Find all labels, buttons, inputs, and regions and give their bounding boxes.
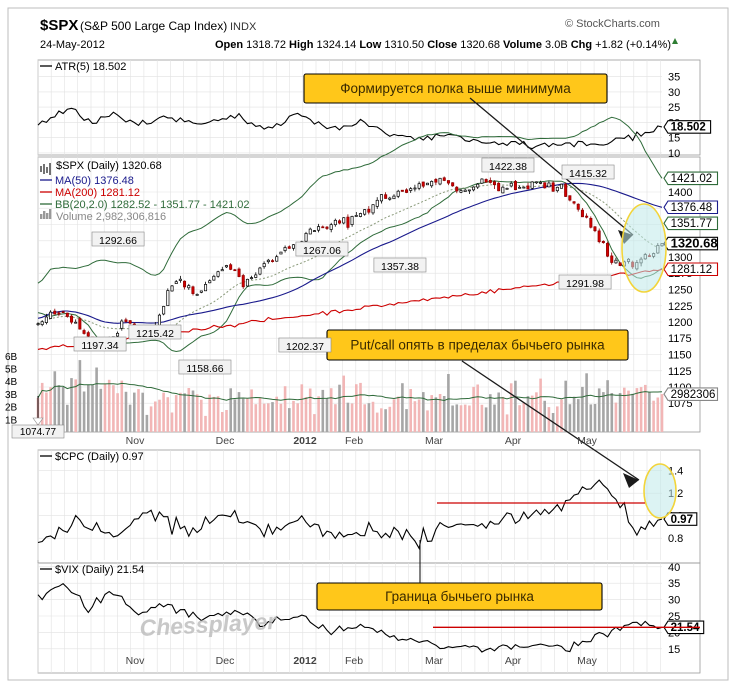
- svg-text:1200: 1200: [668, 317, 692, 329]
- svg-text:2B: 2B: [5, 403, 18, 414]
- svg-text:1351.77: 1351.77: [671, 218, 713, 230]
- svg-text:5B: 5B: [5, 365, 18, 376]
- svg-text:Формируется полка выше минимум: Формируется полка выше минимума: [340, 81, 571, 96]
- svg-text:2982306: 2982306: [671, 389, 716, 401]
- svg-text:$VIX (Daily) 21.54: $VIX (Daily) 21.54: [55, 564, 144, 576]
- svg-text:3B: 3B: [5, 390, 18, 401]
- svg-text:0.97: 0.97: [671, 514, 693, 526]
- svg-text:1291.98: 1291.98: [566, 278, 604, 290]
- svg-text:35: 35: [668, 578, 680, 590]
- svg-text:Nov: Nov: [126, 435, 145, 447]
- svg-text:1400: 1400: [668, 187, 692, 199]
- svg-text:1281.12: 1281.12: [671, 264, 713, 276]
- svg-text:Dec: Dec: [216, 435, 235, 447]
- svg-text:Dec: Dec: [216, 655, 235, 667]
- svg-text:May: May: [577, 655, 598, 667]
- svg-text:30: 30: [668, 595, 680, 607]
- svg-text:1300: 1300: [668, 252, 692, 264]
- svg-text:1197.34: 1197.34: [81, 340, 118, 352]
- svg-text:1292.66: 1292.66: [99, 235, 137, 247]
- svg-text:1125: 1125: [668, 366, 692, 378]
- svg-text:$CPC (Daily) 0.97: $CPC (Daily) 0.97: [55, 451, 144, 463]
- svg-text:10: 10: [668, 148, 680, 160]
- svg-text:21.54: 21.54: [671, 622, 700, 634]
- svg-text:1175: 1175: [668, 333, 692, 345]
- svg-text:(S&P 500 Large Cap Index): (S&P 500 Large Cap Index): [80, 19, 227, 33]
- svg-text:18.502: 18.502: [671, 122, 706, 134]
- svg-text:1074.77: 1074.77: [20, 427, 57, 438]
- svg-text:$SPX: $SPX: [40, 17, 78, 34]
- svg-text:1422.38: 1422.38: [489, 161, 527, 173]
- svg-text:Feb: Feb: [345, 655, 363, 667]
- svg-text:Put/call опять в пределах бычь: Put/call опять в пределах бычьего рынка: [350, 338, 605, 353]
- svg-text:Граница бычьего рынка: Граница бычьего рынка: [385, 589, 534, 604]
- svg-text:1267.06: 1267.06: [303, 245, 341, 257]
- svg-text:1215.42: 1215.42: [136, 328, 174, 340]
- svg-text:1415.32: 1415.32: [569, 168, 607, 180]
- svg-text:Apr: Apr: [505, 655, 522, 667]
- svg-text:© StockCharts.com: © StockCharts.com: [565, 18, 660, 30]
- svg-text:24-May-2012: 24-May-2012: [40, 39, 105, 51]
- svg-text:4B: 4B: [5, 377, 18, 388]
- svg-text:ATR(5) 18.502: ATR(5) 18.502: [55, 61, 126, 73]
- svg-text:1320.68: 1320.68: [671, 235, 718, 250]
- svg-text:Mar: Mar: [425, 435, 444, 447]
- svg-text:BB(20,2.0) 1282.52 - 1351.77 -: BB(20,2.0) 1282.52 - 1351.77 - 1421.02: [55, 199, 249, 211]
- svg-text:Nov: Nov: [126, 655, 145, 667]
- svg-text:6B: 6B: [5, 352, 18, 363]
- svg-text:INDX: INDX: [230, 21, 257, 33]
- svg-text:Feb: Feb: [345, 435, 363, 447]
- svg-text:1158.66: 1158.66: [186, 363, 223, 375]
- svg-text:1250: 1250: [668, 285, 692, 297]
- svg-text:Apr: Apr: [505, 435, 522, 447]
- svg-text:15: 15: [668, 133, 680, 145]
- svg-text:0.8: 0.8: [668, 533, 683, 545]
- svg-text:30: 30: [668, 87, 680, 99]
- svg-text:May: May: [577, 435, 598, 447]
- svg-text:Open 1318.72 High 1324.14 Low: Open 1318.72 High 1324.14 Low 1310.50 Cl…: [215, 39, 671, 51]
- svg-text:25: 25: [668, 102, 680, 114]
- svg-text:15: 15: [668, 644, 680, 656]
- svg-text:Volume 2,982,306,816: Volume 2,982,306,816: [56, 211, 166, 223]
- svg-text:1225: 1225: [668, 301, 692, 313]
- svg-text:40: 40: [668, 562, 680, 574]
- svg-text:Mar: Mar: [425, 655, 444, 667]
- svg-text:2012: 2012: [293, 435, 317, 447]
- svg-text:1150: 1150: [668, 350, 692, 362]
- svg-text:2012: 2012: [293, 655, 317, 667]
- svg-text:1357.38: 1357.38: [381, 261, 419, 273]
- svg-text:MA(50) 1376.48: MA(50) 1376.48: [55, 175, 134, 187]
- svg-text:1376.48: 1376.48: [671, 202, 713, 214]
- svg-text:1202.37: 1202.37: [286, 341, 324, 353]
- svg-text:35: 35: [668, 72, 680, 84]
- svg-text:1421.02: 1421.02: [671, 173, 713, 185]
- svg-text:$SPX (Daily) 1320.68: $SPX (Daily) 1320.68: [56, 160, 162, 172]
- svg-text:MA(200) 1281.12: MA(200) 1281.12: [55, 187, 140, 199]
- svg-text:1B: 1B: [5, 415, 18, 426]
